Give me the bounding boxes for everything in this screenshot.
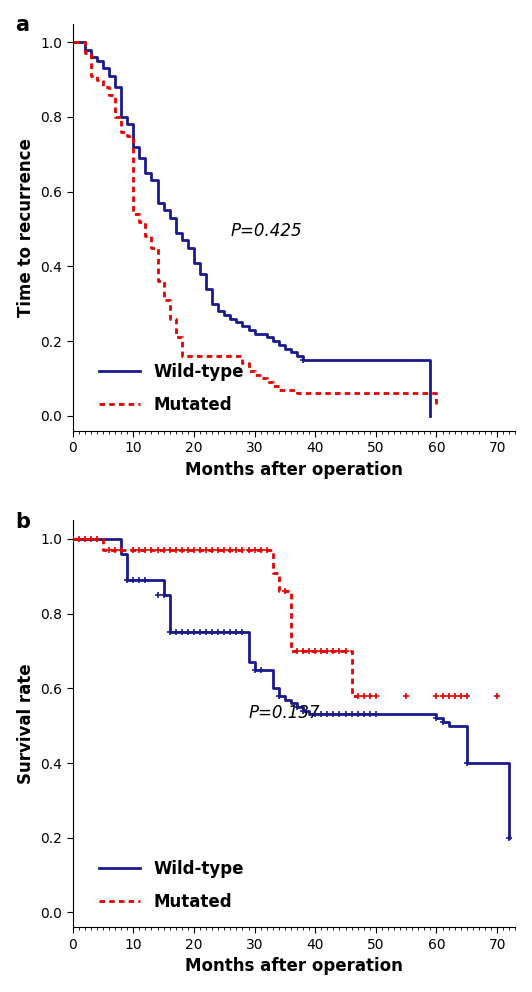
- X-axis label: Months after operation: Months after operation: [185, 460, 403, 478]
- Text: P=0.137: P=0.137: [248, 704, 320, 722]
- Text: b: b: [15, 512, 30, 532]
- Legend: Wild-type, Mutated: Wild-type, Mutated: [98, 860, 244, 911]
- Text: a: a: [15, 16, 29, 36]
- Text: P=0.425: P=0.425: [230, 222, 302, 240]
- Y-axis label: Time to recurrence: Time to recurrence: [16, 138, 35, 316]
- Legend: Wild-type, Mutated: Wild-type, Mutated: [98, 363, 244, 415]
- X-axis label: Months after operation: Months after operation: [185, 957, 403, 975]
- Y-axis label: Survival rate: Survival rate: [16, 664, 35, 784]
